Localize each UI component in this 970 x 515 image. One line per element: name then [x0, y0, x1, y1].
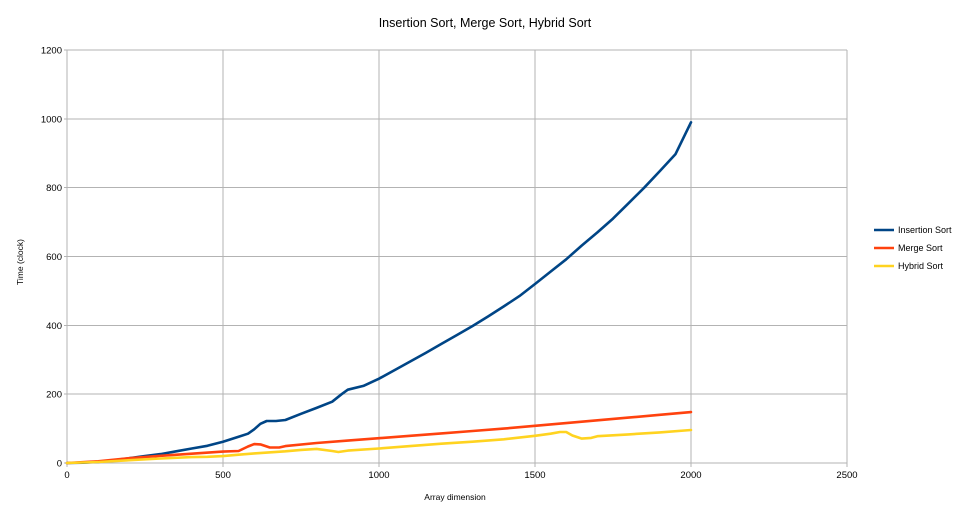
- legend-label: Insertion Sort: [898, 225, 952, 235]
- x-tick-label: 2500: [836, 470, 857, 481]
- x-tick-label: 0: [64, 470, 69, 481]
- y-tick-label: 1200: [41, 46, 62, 57]
- y-tick-label: 800: [46, 183, 62, 194]
- x-tick-label: 1000: [368, 470, 389, 481]
- y-tick-label: 1000: [41, 114, 62, 125]
- tick-labels: 0 200 400 600 800 1000 1200 0 500 1000 1500 2000 250…: [41, 46, 858, 482]
- legend-label: Hybrid Sort: [898, 261, 944, 271]
- y-tick-label: 0: [57, 459, 62, 470]
- series-lines: [65, 121, 693, 465]
- grid: [64, 49, 848, 467]
- series-line-hybrid-sort: [65, 428, 693, 465]
- x-tick-label: 1500: [524, 470, 545, 481]
- x-tick-label: 500: [215, 470, 231, 481]
- legend: Insertion Sort Merge Sort Hybrid Sort: [874, 225, 952, 271]
- y-tick-label: 600: [46, 252, 62, 263]
- y-axis-title: Time (clock): [15, 239, 25, 285]
- series-line-merge-sort: [65, 410, 693, 465]
- series-line-insertion-sort: [65, 121, 693, 465]
- y-tick-label: 400: [46, 321, 62, 332]
- y-tick-label: 200: [46, 390, 62, 401]
- x-tick-label: 2000: [680, 470, 701, 481]
- x-axis-title: Array dimension: [424, 492, 486, 502]
- legend-label: Merge Sort: [898, 243, 943, 253]
- chart-title: Insertion Sort, Merge Sort, Hybrid Sort: [379, 16, 592, 30]
